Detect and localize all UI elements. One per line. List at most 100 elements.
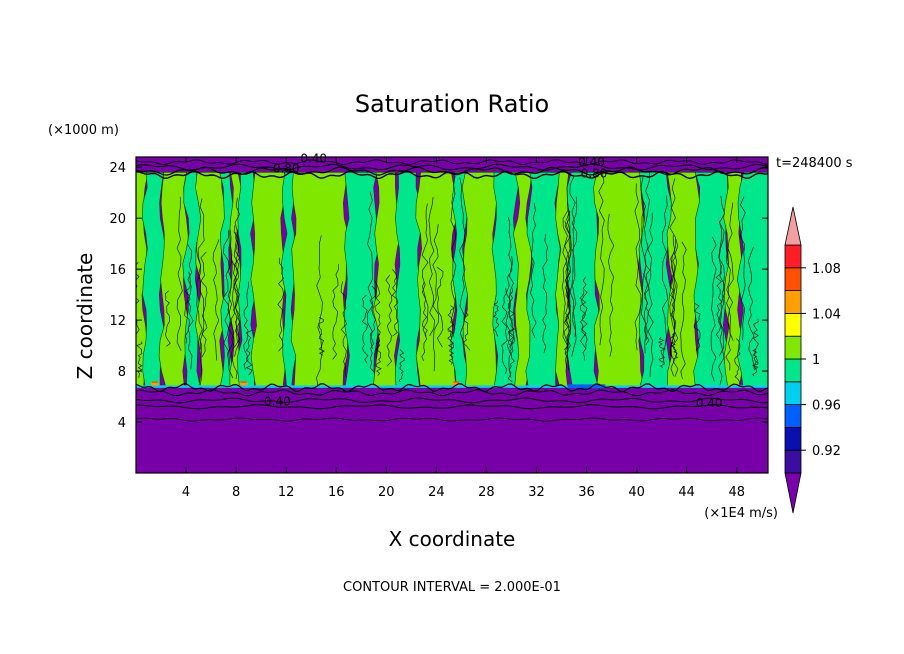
turbulent-contour	[658, 336, 667, 369]
field-column	[638, 172, 672, 387]
y-tick-label: 24	[109, 161, 126, 176]
y-axis-ticks: 4 8 12 16 20 24	[109, 161, 768, 431]
turbulent-contour	[734, 338, 741, 385]
contour-line-cloud-base	[136, 383, 768, 393]
field-column	[250, 172, 287, 387]
colorbar-over-arrow	[784, 206, 802, 246]
turbulent-contour	[245, 329, 253, 376]
turbulent-contour	[428, 196, 435, 336]
turbulent-contour	[669, 235, 677, 377]
supersaturated-spot-core	[151, 381, 158, 383]
colorbar-tick-label: 1.08	[812, 262, 841, 277]
colorbar-tick-label: 0.92	[812, 444, 841, 459]
turbulent-contour	[374, 280, 381, 359]
supersaturated-spot	[150, 382, 159, 386]
turbulent-contour	[447, 330, 455, 365]
turbulent-contour	[136, 341, 143, 378]
y-tick-label: 12	[109, 314, 126, 329]
turbulent-contour	[458, 177, 466, 343]
turbulent-contour	[493, 300, 500, 337]
turbulent-contour	[739, 196, 746, 341]
turbulent-contour	[508, 256, 515, 378]
turbulent-contour	[200, 251, 208, 358]
contour-label: 0.80	[273, 161, 300, 175]
turbulent-contour	[243, 281, 249, 370]
turbulent-contour	[421, 281, 428, 362]
turbulent-contour	[530, 202, 537, 339]
turbulent-contour	[227, 229, 234, 379]
contour-interval-note: CONTOUR INTERVAL = 2.000E-01	[343, 580, 561, 595]
contour-label: 0.80	[581, 167, 608, 181]
x-tick-label: 32	[528, 485, 545, 500]
contour-line-low	[136, 404, 768, 410]
field-column	[566, 172, 600, 387]
turbulent-contour	[669, 178, 676, 356]
supersaturated-spot-core	[453, 381, 460, 383]
y-tick-label: 4	[118, 416, 126, 431]
turbulent-contour	[563, 267, 570, 351]
supersaturated-spot-core	[240, 381, 247, 383]
colorbar-level	[784, 335, 802, 360]
y-tick-label: 16	[109, 263, 126, 278]
contour-label: 0.40	[264, 395, 291, 409]
y-unit-label: (×1000 m)	[48, 123, 119, 138]
turbulent-contour	[450, 175, 457, 338]
turbulent-contour	[375, 334, 382, 376]
turbulent-contour	[318, 316, 325, 356]
time-label: t=248400 s	[776, 156, 853, 171]
turbulent-contour	[136, 261, 140, 336]
turbulent-contour	[643, 172, 650, 341]
turbulent-contour	[369, 285, 377, 373]
turbulent-contour	[421, 203, 429, 337]
turbulent-contour	[571, 196, 578, 357]
turbulent-contour	[316, 235, 323, 387]
field-column	[290, 172, 350, 387]
turbulent-contour	[447, 305, 455, 349]
x-tick-label: 12	[278, 485, 295, 500]
x-axis-ticks: 4 8 12 16 20 24 28 32 36 40 44 48	[182, 157, 745, 500]
plot-frame	[135, 156, 769, 474]
turbulent-contour	[634, 183, 642, 351]
colorbar-tick-label: 1.04	[812, 307, 841, 322]
turbulent-contour	[662, 195, 669, 365]
turbulent-contour	[176, 196, 183, 351]
chart-title: Saturation Ratio	[355, 90, 549, 118]
turbulent-contour	[752, 318, 759, 370]
turbulent-contour	[640, 177, 647, 354]
turbulent-contour	[463, 312, 471, 351]
turbulent-contour	[197, 198, 205, 350]
turbulent-contour	[710, 236, 717, 382]
x-tick-label: 24	[428, 485, 445, 500]
contour-labels: 0.40 0.400.400.80 0.400.80	[264, 151, 722, 410]
contour-label: 0.40	[696, 396, 723, 410]
turbulent-contour	[564, 220, 572, 371]
contour-lines	[136, 159, 768, 422]
y-tick-label: 20	[109, 212, 126, 227]
turbulent-contour	[432, 224, 439, 372]
field-column	[461, 172, 498, 387]
x-tick-label: 44	[678, 485, 695, 500]
turbulent-contour	[747, 247, 755, 371]
colorbar-tick-label: 0.96	[812, 399, 841, 414]
turbulent-contour	[564, 210, 572, 369]
turbulent-contour	[233, 225, 240, 343]
field-column	[736, 172, 768, 387]
turbulent-contour	[562, 201, 569, 354]
colorbar-level	[784, 449, 802, 474]
x-tick-label: 8	[232, 485, 240, 500]
turbulent-contour	[385, 274, 393, 367]
turbulent-contour	[277, 257, 284, 352]
x-tick-label: 4	[182, 485, 190, 500]
x-tick-label: 36	[578, 485, 595, 500]
turbulent-contour	[222, 230, 230, 366]
colorbar-tick-label: 1	[812, 353, 820, 368]
turbulent-contour	[507, 288, 515, 346]
field-column	[343, 172, 380, 387]
turbulent-contour	[340, 281, 348, 378]
turbulent-contour	[233, 231, 240, 357]
contour-line-low	[136, 417, 768, 422]
contour-line-low	[136, 389, 768, 397]
turbulent-contour	[715, 265, 723, 339]
y-axis-title: Z coordinate	[73, 253, 97, 380]
y-tick-label: 8	[118, 365, 126, 380]
